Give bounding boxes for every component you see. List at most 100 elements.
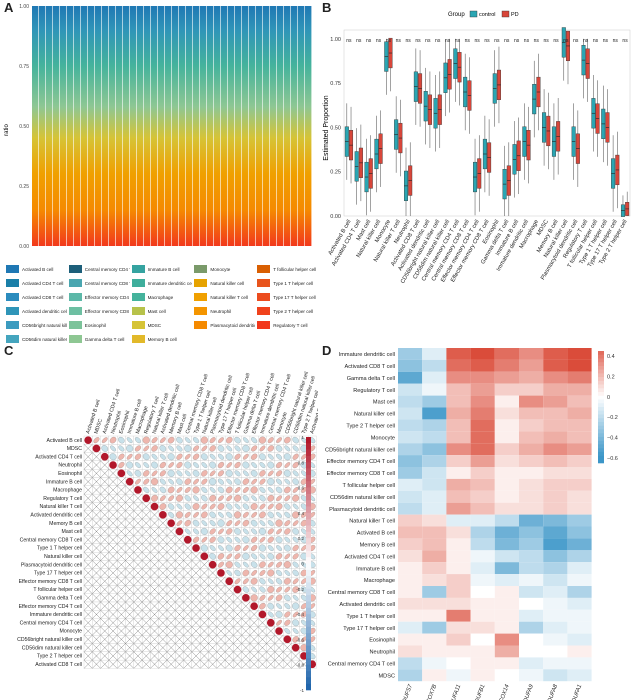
heatmap-cell <box>519 562 544 575</box>
correlation-ellipse <box>267 594 274 601</box>
heatmap-cell <box>422 669 447 682</box>
legend-item: Central memory CD4 T cell <box>68 262 130 276</box>
correlation-ellipse <box>292 470 299 477</box>
correlation-ellipse <box>134 445 141 452</box>
correlation-ellipse <box>292 594 299 601</box>
diagonal-mark <box>300 652 308 660</box>
cross-mark <box>141 502 151 511</box>
cross-mark <box>125 568 134 578</box>
legend-swatch <box>131 293 145 301</box>
cross-mark <box>233 651 242 661</box>
correlation-ellipse <box>159 495 166 502</box>
row-label: Memory B cell <box>49 521 82 527</box>
row-label: Macrophage <box>53 488 82 494</box>
colorbar-segment <box>306 671 311 678</box>
cross-mark <box>100 477 110 486</box>
cross-mark <box>108 576 118 586</box>
row-label: Type 17 T helper cell <box>34 571 82 577</box>
heatmap-cell <box>398 538 423 551</box>
legend-item: Type 1 T helper cell <box>257 276 318 290</box>
correlation-ellipse <box>234 494 241 502</box>
correlation-ellipse <box>200 544 208 552</box>
legend-title: Group <box>448 12 465 18</box>
row-label: T follicular helper cell <box>343 483 395 489</box>
correlation-ellipse <box>259 520 266 527</box>
sample-bar <box>130 6 137 246</box>
colorbar-segment <box>598 421 604 426</box>
correlation-ellipse <box>258 544 266 552</box>
correlation-ellipse <box>151 470 158 477</box>
heatmap-cell <box>446 597 471 610</box>
heatmap-cell <box>543 621 568 634</box>
cross-mark <box>117 477 126 486</box>
cross-mark <box>274 635 284 644</box>
panel-label-d: D <box>322 343 332 358</box>
correlation-ellipse <box>251 437 258 444</box>
heatmap-cell <box>422 455 447 467</box>
correlation-ellipse <box>184 453 191 460</box>
correlation-ellipse <box>218 511 224 518</box>
cross-mark <box>108 601 118 611</box>
cross-mark <box>208 585 217 594</box>
cross-mark <box>166 568 176 578</box>
legend-swatch <box>6 321 19 329</box>
colorbar-segment <box>306 563 311 571</box>
sample-bar <box>235 6 242 246</box>
row-label: MDSC <box>67 446 83 452</box>
heatmap-cell <box>398 455 423 467</box>
heatmap-cell <box>494 621 519 634</box>
cross-mark <box>191 576 201 586</box>
correlation-ellipse <box>110 445 116 452</box>
correlation-ellipse <box>184 478 191 485</box>
cross-mark <box>216 593 226 603</box>
significance-label: ns <box>544 38 550 44</box>
cross-mark <box>166 659 176 669</box>
cross-mark <box>241 601 251 611</box>
cross-mark <box>200 585 209 594</box>
correlation-ellipse <box>225 544 233 552</box>
cross-mark <box>141 518 151 528</box>
cross-mark <box>258 626 267 636</box>
cross-mark <box>200 593 209 603</box>
correlation-ellipse <box>225 453 233 461</box>
heatmap-cell <box>494 514 519 527</box>
legend-swatch <box>194 279 208 287</box>
correlation-ellipse <box>176 470 183 477</box>
correlation-ellipse <box>184 461 192 469</box>
y-tick-label: 0.75 <box>19 64 29 70</box>
cross-mark <box>108 593 118 603</box>
correlation-ellipse <box>135 462 141 468</box>
correlation-ellipse <box>292 445 299 452</box>
cross-mark <box>117 643 126 652</box>
row-label: Activated B cell <box>357 531 395 537</box>
heatmap-cell <box>543 478 568 491</box>
stacked-bar-chart: ratio 0.00 0.25 0.50 0.75 1.00 <box>4 4 312 250</box>
heatmap-cell <box>567 490 592 503</box>
cross-mark <box>92 460 101 470</box>
cross-mark <box>258 635 267 644</box>
correlation-ellipse <box>168 445 175 452</box>
correlation-ellipse <box>276 619 282 626</box>
heatmap-cell <box>567 538 592 551</box>
sample-bar <box>60 6 67 246</box>
heatmap-cell <box>446 526 471 539</box>
y-axis-title: ratio <box>4 124 10 136</box>
cross-mark <box>141 593 151 603</box>
correlation-ellipse <box>118 461 125 469</box>
heatmap-cell <box>446 419 471 432</box>
cross-mark <box>224 601 234 611</box>
cross-mark <box>183 552 193 561</box>
colorbar-label: −0.4 <box>607 436 618 442</box>
cross-mark <box>133 535 143 545</box>
correlation-ellipse <box>276 569 283 576</box>
cross-mark <box>266 643 276 652</box>
diagonal-mark <box>266 618 275 627</box>
cross-mark <box>216 643 226 652</box>
colorbar-segment <box>306 639 311 647</box>
correlation-ellipse <box>267 611 274 618</box>
row-label: Natural killer cell <box>44 554 82 560</box>
heatmap-cell <box>470 609 495 622</box>
row-label: Regulatory T cell <box>353 388 395 394</box>
heatmap-cell <box>470 383 495 396</box>
correlation-ellipse <box>283 561 291 569</box>
